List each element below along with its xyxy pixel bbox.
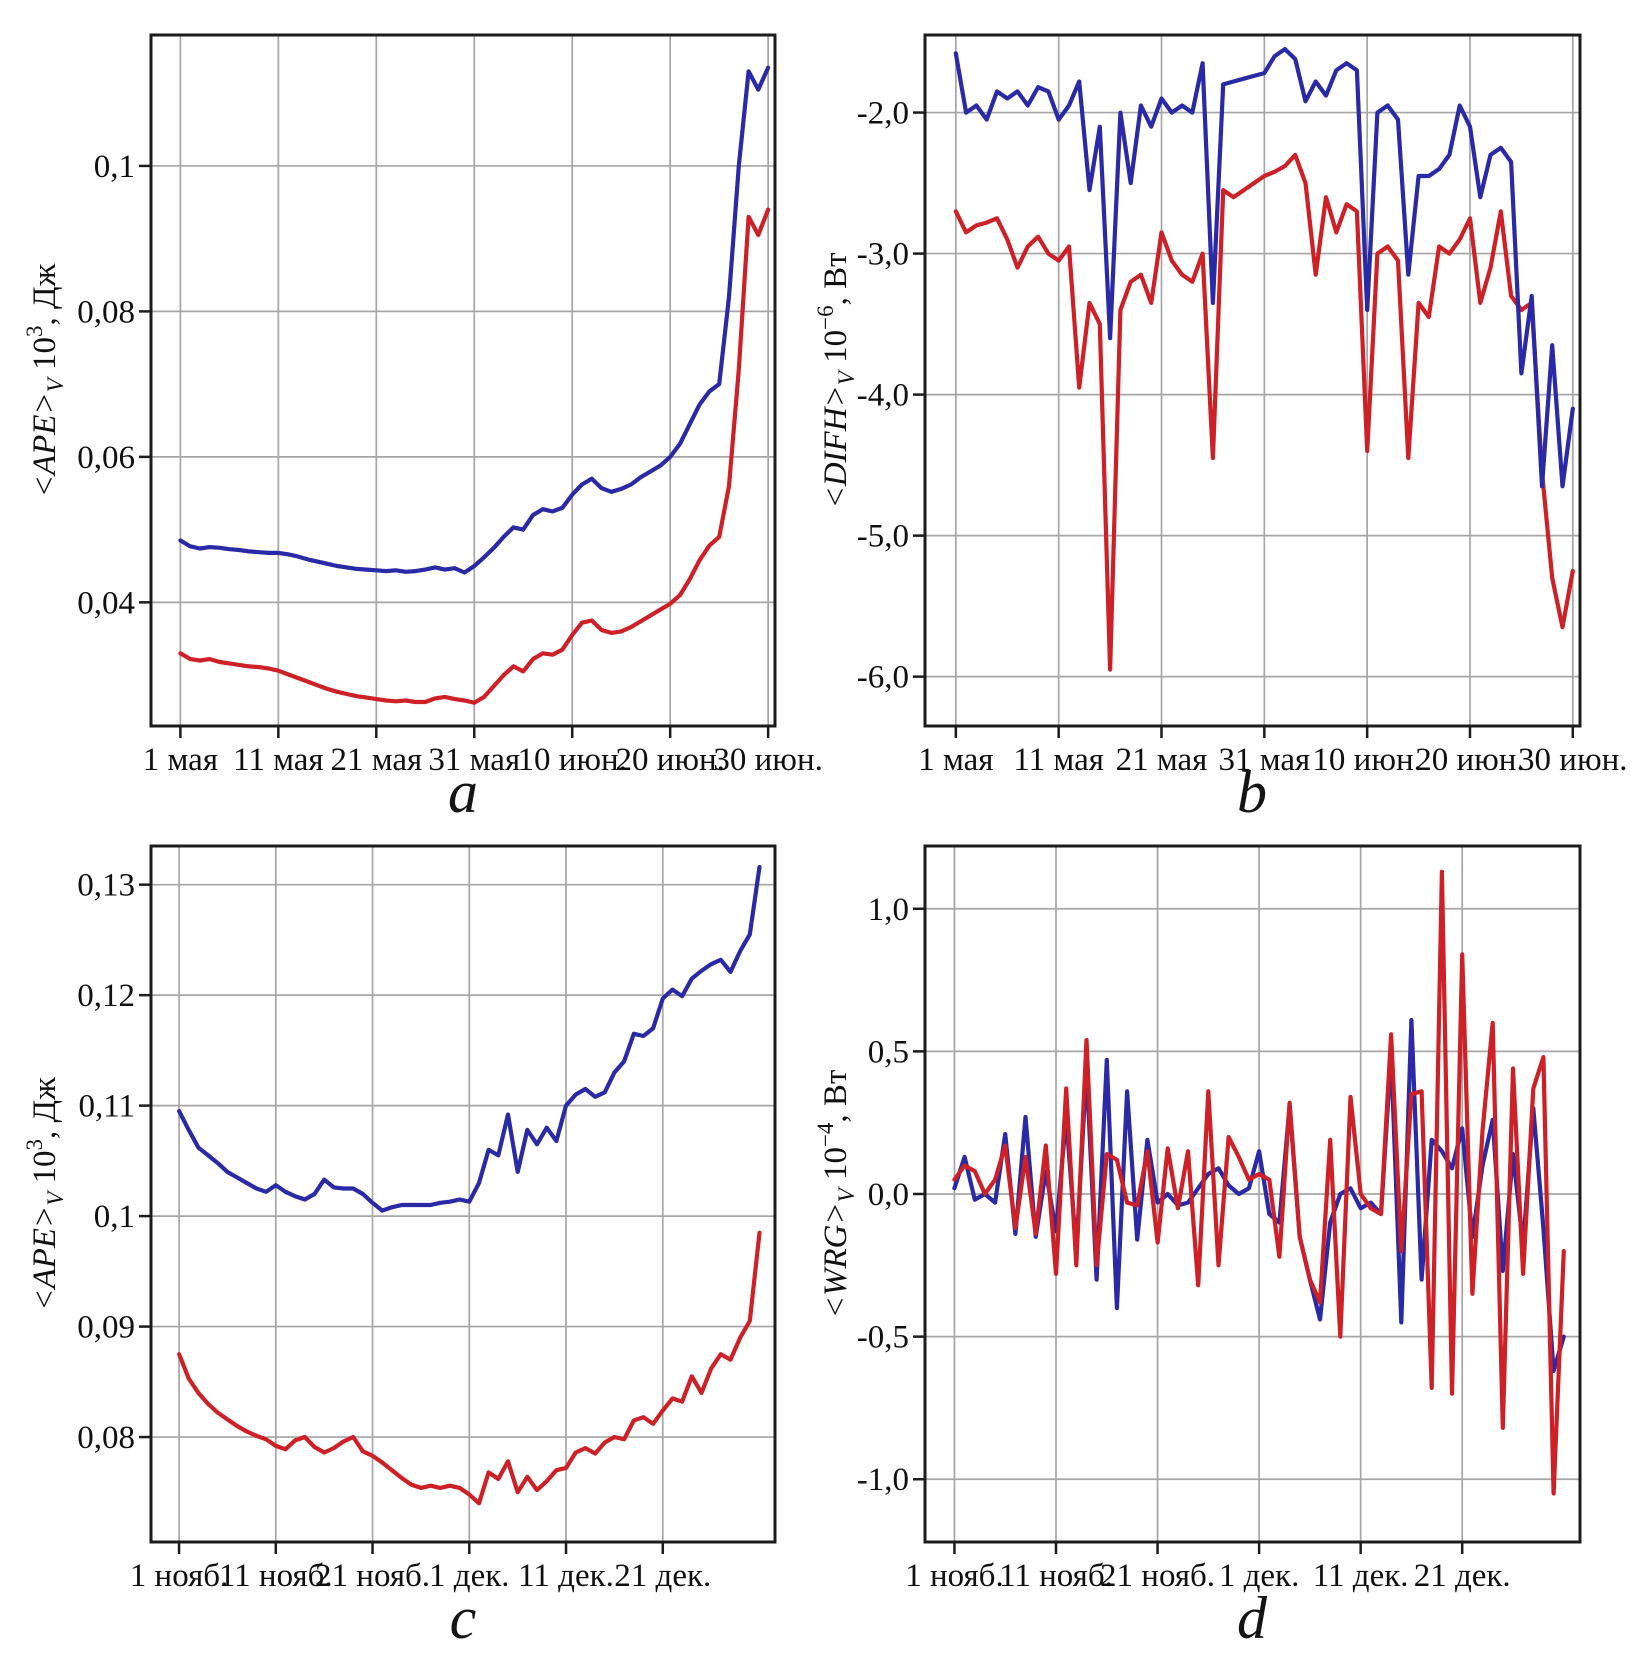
x-tick-label: 1 нояб. bbox=[905, 1558, 1004, 1594]
plot-frame bbox=[149, 844, 777, 1544]
series-blue-line bbox=[952, 1017, 1566, 1374]
x-tick-label: 1 дек. bbox=[429, 1558, 509, 1594]
x-tick-label: 1 дек. bbox=[1219, 1558, 1299, 1594]
panel-letter-b: b bbox=[1237, 759, 1267, 825]
chart-b: 1 мая 11 мая 21 мая 31 мая 10 июн.20 июн.30 … bbox=[813, 33, 1628, 778]
x-tick-label: 11 дек. bbox=[1313, 1558, 1409, 1594]
x-tick-label: 31 мая bbox=[1218, 742, 1310, 778]
x-tick-label: 1 мая bbox=[918, 742, 993, 778]
y-tick-label: 0,09 bbox=[77, 1310, 135, 1346]
y-axis-label: <WRG>V 10−4, Вт bbox=[813, 1070, 859, 1319]
x-tick-label: 11 мая bbox=[1013, 742, 1104, 778]
panel-letter-d: d bbox=[1237, 1585, 1267, 1651]
y-tick-label: 0,1 bbox=[94, 149, 135, 185]
x-tick-label: 1 мая bbox=[143, 742, 218, 778]
plot-frame bbox=[149, 33, 777, 728]
y-tick-label: 0,11 bbox=[78, 1089, 135, 1125]
x-tick-label: 21 мая bbox=[1116, 742, 1208, 778]
chart-c: 1 нояб.11 нояб.21 нояб.1 дек. 11 дек. 21 д… bbox=[22, 844, 777, 1594]
y-tick-label: -4,0 bbox=[857, 378, 909, 414]
y-tick-label: -1,0 bbox=[857, 1462, 909, 1498]
x-tick-label: 21 дек. bbox=[614, 1558, 711, 1594]
y-axis-label: <APE>V 103, Дж bbox=[22, 263, 68, 497]
x-tick-label: 21 мая bbox=[330, 742, 422, 778]
y-tick-label: 0,06 bbox=[77, 440, 135, 476]
series-blue-line bbox=[178, 65, 771, 575]
series-red-line bbox=[178, 207, 771, 705]
x-tick-label: 21 нояб. bbox=[1100, 1558, 1215, 1594]
y-tick-label: -0,5 bbox=[857, 1320, 909, 1356]
series-red-line bbox=[953, 152, 1575, 672]
series-red-line bbox=[177, 1230, 762, 1506]
y-axis-label: <DIFH>V 10−6, Вт bbox=[813, 252, 859, 508]
x-tick-label: 11 дек. bbox=[518, 1558, 614, 1594]
y-tick-label: 0,08 bbox=[77, 1420, 135, 1456]
x-tick-label: 11 нояб. bbox=[219, 1558, 333, 1594]
x-tick-label: 10 июн. bbox=[517, 742, 626, 778]
plot-frame bbox=[923, 844, 1582, 1544]
x-tick-label: 10 июн. bbox=[1312, 742, 1421, 778]
x-tick-label: 21 нояб. bbox=[315, 1558, 430, 1594]
series-red-line bbox=[952, 869, 1566, 1496]
x-tick-label: 20 июн. bbox=[615, 742, 724, 778]
x-tick-label: 11 нояб. bbox=[999, 1558, 1113, 1594]
y-tick-label: 0,0 bbox=[868, 1177, 909, 1213]
x-tick-label: 30 июн. bbox=[1518, 742, 1627, 778]
series-blue-line bbox=[953, 46, 1575, 489]
y-tick-label: 0,13 bbox=[77, 868, 135, 904]
x-tick-label: 11 мая bbox=[233, 742, 324, 778]
y-tick-label: 0,1 bbox=[94, 1199, 135, 1235]
y-tick-label: 0,12 bbox=[77, 978, 135, 1014]
panel-c: 1 нояб. 11 нояб. 21 нояб. 1 дек. 11 дек. 21 д… bbox=[0, 832, 816, 1665]
panel-a: 1 мая 11 мая 21 мая 31 мая 10 июн. 20 июн. 30 … bbox=[0, 0, 823, 832]
x-tick-label: 21 дек. bbox=[1414, 1558, 1511, 1594]
y-tick-label: 1,0 bbox=[868, 892, 909, 928]
y-axis-label: <APE>V 103, Дж bbox=[22, 1077, 68, 1311]
panel-b: 1 мая 11 мая 21 мая 31 мая 10 июн. 20 июн. 30 … bbox=[813, 0, 1633, 832]
panel-letter-c: c bbox=[449, 1585, 477, 1651]
y-tick-label: -3,0 bbox=[857, 237, 909, 273]
panel-d: 1 нояб. 11 нояб. 21 нояб. 1 дек. 11 дек. 21 д… bbox=[813, 832, 1633, 1665]
y-tick-label: 0,08 bbox=[77, 294, 135, 330]
panel-letter-a: a bbox=[448, 759, 478, 825]
x-tick-label: 30 июн. bbox=[713, 742, 822, 778]
x-tick-label: 20 июн. bbox=[1415, 742, 1524, 778]
y-tick-label: -6,0 bbox=[857, 660, 909, 696]
series-blue-line bbox=[177, 864, 762, 1213]
x-tick-label: 31 мая bbox=[428, 742, 520, 778]
y-tick-label: 0,5 bbox=[868, 1034, 909, 1070]
plot-frame bbox=[923, 33, 1582, 728]
y-tick-label: -5,0 bbox=[857, 519, 909, 555]
y-tick-label: 0,04 bbox=[77, 585, 135, 621]
x-tick-label: 1 нояб. bbox=[130, 1558, 229, 1594]
chart-d: 1 нояб.11 нояб.21 нояб. 1 дек. 11 дек. 21 д… bbox=[813, 844, 1582, 1594]
y-tick-label: -2,0 bbox=[857, 96, 909, 132]
